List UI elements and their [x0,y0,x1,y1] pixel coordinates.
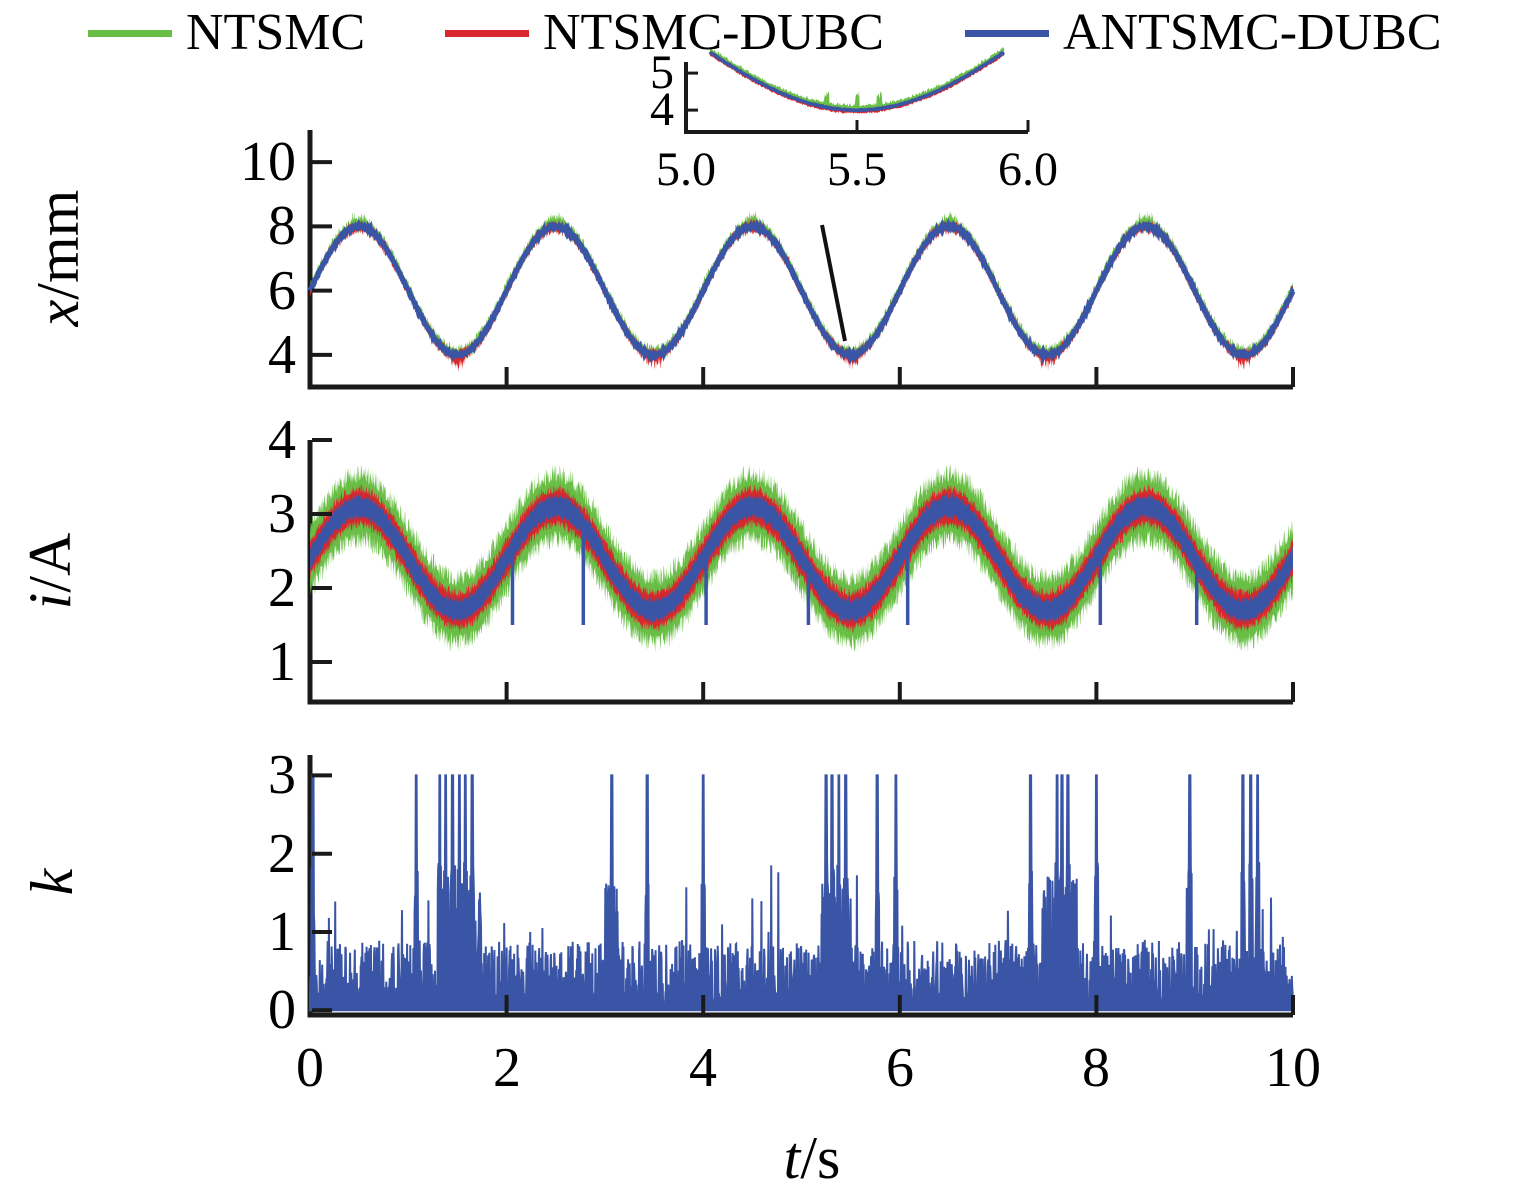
axis-displacement [307,130,1293,390]
x-axis-label-var: t [783,1125,801,1191]
inset-series-ntsmc [709,46,1005,111]
axis-switching-gain [307,755,1293,1018]
x-axis-label: t/s [712,1126,912,1190]
x-tick-label: 8 [1082,1037,1110,1099]
y-tick-label: 6 [268,260,296,322]
y-tick-label: 4 [268,324,296,386]
y-axis-label-gain-var: k [19,868,85,896]
axis-inset [684,62,1028,134]
legend-label-ntsmc: NTSMC [186,4,366,61]
legend-item-ntsmc: NTSMC [88,0,365,66]
inset-x-tick-label: 5.5 [827,143,887,196]
x-axis-label-unit: /s [800,1125,841,1191]
legend-label-antsmc-dubc: ANTSMC-DUBC [1063,4,1442,61]
legend-item-ntsmc-dubc: NTSMC-DUBC [445,0,884,66]
y-axis-label-current-var: i [17,592,83,610]
y-tick-label: 1 [268,631,296,693]
y-axis-label-gain: k [19,822,85,942]
y-tick-label: 1 [268,901,296,963]
y-axis-label-displacement: x/mm [25,118,91,398]
y-tick-label: 10 [240,131,296,193]
y-axis-label-current: i/A [17,471,83,671]
y-tick-label: 0 [268,979,296,1041]
inset-y-tick-label: 4 [650,83,674,136]
y-tick-label: 3 [268,744,296,806]
inset-callout-line [820,224,847,342]
legend-line-ntsmc-icon [88,29,172,37]
legend-line-ntsmc-dubc-icon [445,29,529,37]
y-tick-label: 4 [268,409,296,471]
legend-item-antsmc-dubc: ANTSMC-DUBC [965,0,1442,66]
x-tick-label: 4 [689,1037,717,1099]
x-tick-label: 10 [1265,1037,1321,1099]
x-tick-label: 0 [296,1037,324,1099]
y-axis-label-displacement-unit: /mm [25,189,91,300]
x-tick-label: 2 [493,1037,521,1099]
legend-line-antsmc-dubc-icon [965,29,1049,37]
inset-series-antsmc-dubc [708,50,1006,113]
series-antsmc-dubc-displacement [307,217,1296,365]
inset-x-tick-label: 5.0 [656,143,716,196]
y-tick-label: 8 [268,195,296,257]
y-axis-label-current-unit: /A [17,532,83,593]
y-tick-label: 2 [268,823,296,885]
x-tick-label: 6 [886,1037,914,1099]
legend-label-ntsmc-dubc: NTSMC-DUBC [543,4,884,61]
series-antsmc-dubc-gain [309,774,1294,1012]
y-tick-label: 2 [268,557,296,619]
y-tick-label: 3 [268,483,296,545]
series-antsmc-dubc-current [310,492,1293,625]
inset-x-tick-label: 6.0 [998,143,1058,196]
inset-y-tick-label: 5 [650,46,674,99]
y-axis-label-displacement-var: x [25,299,91,327]
